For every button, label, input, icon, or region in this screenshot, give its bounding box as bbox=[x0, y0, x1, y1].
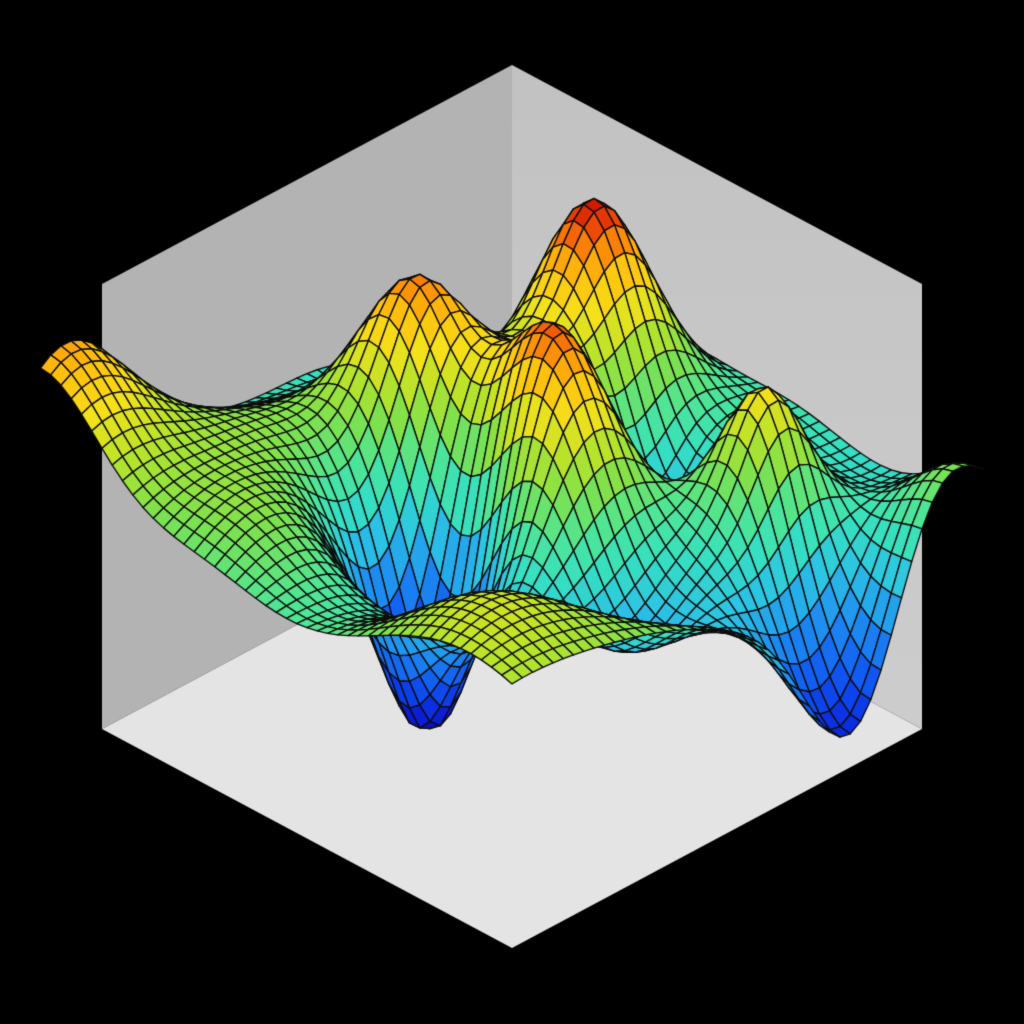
surface-3d-canvas bbox=[0, 0, 1024, 1024]
surface-plot-figure bbox=[0, 0, 1024, 1024]
